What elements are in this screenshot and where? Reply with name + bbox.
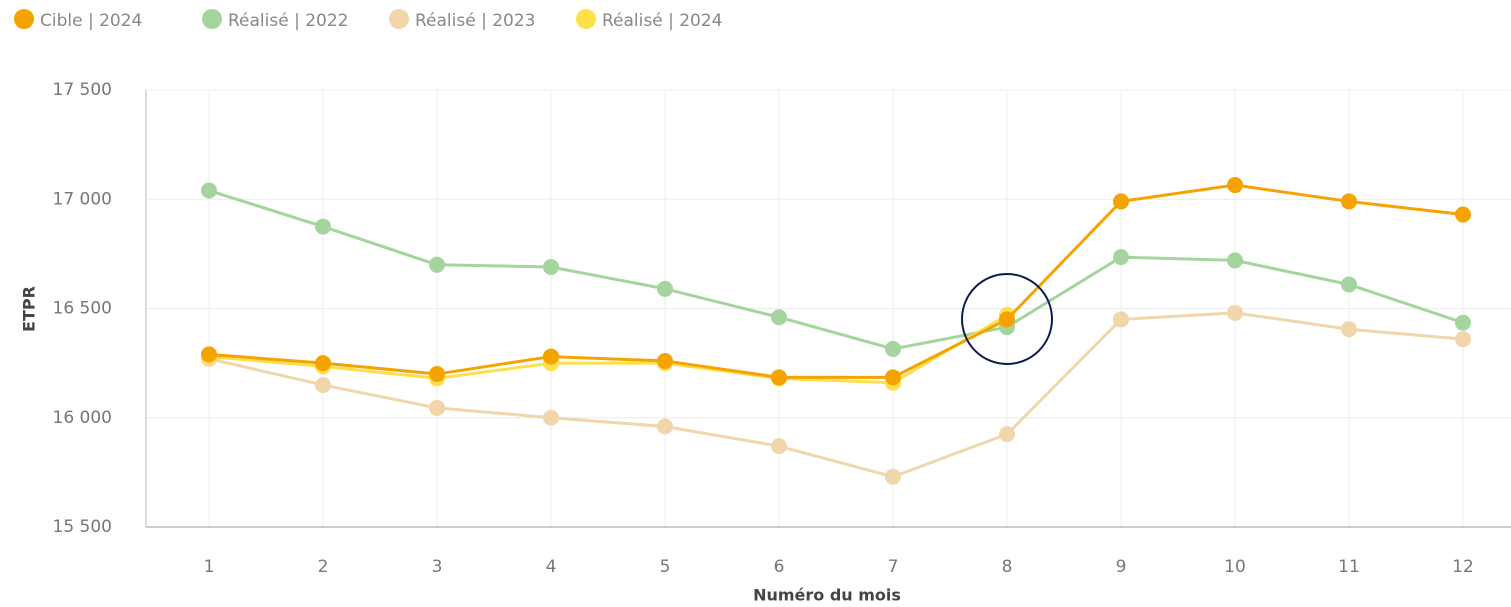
y-tick-label: 17 000 (53, 189, 112, 209)
data-point (657, 418, 673, 435)
data-point (1341, 321, 1357, 338)
data-point (1455, 206, 1471, 223)
y-tick-label: 16 500 (53, 299, 112, 319)
data-point (885, 340, 901, 357)
data-point (657, 280, 673, 297)
legend-label: Réalisé | 2022 (228, 11, 349, 31)
data-point (1113, 193, 1129, 210)
legend-marker (576, 9, 596, 29)
data-point (999, 311, 1015, 328)
data-point (1341, 193, 1357, 210)
x-tick-label: 8 (1002, 557, 1013, 577)
legend-label: Réalisé | 2023 (415, 11, 536, 31)
data-point (201, 182, 217, 199)
data-point (1227, 177, 1243, 194)
y-tick-label: 16 000 (53, 408, 112, 428)
x-tick-label: 4 (546, 557, 557, 577)
data-point (657, 352, 673, 369)
x-tick-label: 7 (888, 557, 899, 577)
y-axis-title: ETPR (20, 286, 39, 332)
series-line (208, 311, 1464, 479)
series-line (208, 189, 1464, 351)
data-point (429, 366, 445, 383)
data-point (1341, 276, 1357, 293)
data-point (543, 409, 559, 426)
y-tick-label: 15 500 (53, 517, 112, 537)
x-tick-label: 5 (660, 557, 671, 577)
data-point (201, 346, 217, 363)
legend-marker (14, 9, 34, 29)
data-point (1455, 314, 1471, 331)
data-point (885, 468, 901, 485)
data-point (429, 256, 445, 273)
x-axis-title: Numéro du mois (753, 586, 901, 605)
data-point (1455, 331, 1471, 348)
data-point (885, 369, 901, 386)
data-point (543, 258, 559, 275)
x-tick-label: 6 (774, 557, 785, 577)
x-tick-label: 12 (1452, 557, 1474, 577)
series-line (208, 313, 1008, 385)
data-point (429, 399, 445, 416)
legend-label: Réalisé | 2024 (602, 11, 723, 31)
data-point (315, 355, 331, 372)
data-point (771, 309, 787, 326)
highlight-circle (961, 273, 1053, 365)
grid (146, 89, 1511, 527)
legend-marker (389, 9, 409, 29)
x-tick-label: 3 (432, 557, 443, 577)
data-point (999, 426, 1015, 443)
x-tick-label: 11 (1338, 557, 1360, 577)
data-point (1227, 304, 1243, 321)
series-line (208, 183, 1464, 379)
data-point (315, 376, 331, 393)
y-tick-label: 17 500 (53, 80, 112, 100)
data-point (315, 218, 331, 235)
legend-marker (202, 9, 222, 29)
x-tick-label: 9 (1116, 557, 1127, 577)
data-point (771, 438, 787, 455)
x-tick-label: 10 (1224, 557, 1246, 577)
data-point (1113, 311, 1129, 328)
legend-label: Cible | 2024 (40, 11, 142, 31)
data-point (543, 348, 559, 365)
data-point (771, 369, 787, 386)
x-tick-label: 2 (318, 557, 329, 577)
x-tick-label: 1 (204, 557, 215, 577)
data-point (1227, 252, 1243, 269)
data-point (1113, 249, 1129, 266)
